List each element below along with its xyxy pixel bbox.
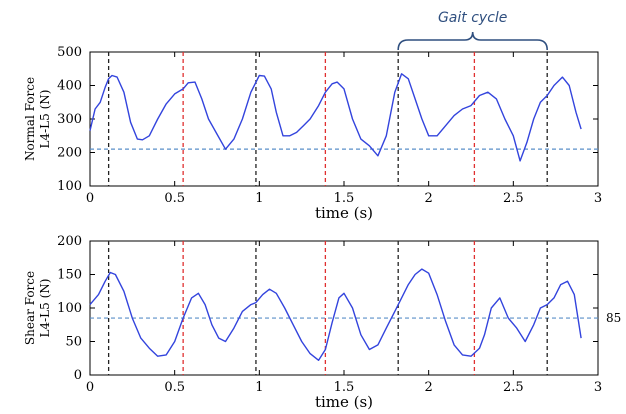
shear-y-tick-label: 150 — [57, 268, 82, 283]
normal-y-tick-label: 400 — [57, 79, 82, 94]
shear-force-series-line — [89, 268, 582, 361]
normal-x-tick-label: 2.5 — [503, 191, 524, 206]
normal-y-tick-label: 200 — [57, 146, 82, 161]
shear-x-tick-label: 0.5 — [164, 380, 185, 395]
shear-threshold-label: 85 — [606, 311, 621, 325]
normal-y-tick-label: 300 — [57, 112, 82, 127]
shear-x-tick-label: 3 — [594, 380, 602, 395]
normal-x-tick-label: 0 — [86, 191, 94, 206]
normal-x-tick-label: 3 — [594, 191, 602, 206]
normal-y-tick-label: 100 — [57, 179, 82, 194]
normal-y-axis-label: Normal Force — [23, 77, 37, 161]
shear-x-tick-label: 2.5 — [503, 380, 524, 395]
normal-plot-frame — [89, 51, 599, 187]
shear-x-tick-label: 0 — [86, 380, 94, 395]
gait-cycle-annotation: Gait cycle — [397, 10, 548, 51]
normal-y-tick-label: 500 — [57, 45, 82, 60]
normal-x-tick-label: 1.5 — [334, 191, 355, 206]
normal-x-axis-label: time (s) — [315, 204, 373, 222]
shear-y-tick-label: 50 — [65, 335, 82, 350]
shear-x-axis-label: time (s) — [315, 393, 373, 411]
gait-cycle-brace — [397, 31, 548, 51]
shear-x-tick-label: 1 — [255, 380, 263, 395]
normal-y-axis-label: L4-L5 (N) — [38, 90, 52, 149]
shear-x-tick-label: 1.5 — [334, 380, 355, 395]
shear-x-tick-label: 2 — [425, 380, 433, 395]
normal-force-panel: 0 0.5 1 1.5 2 2.5 3 100 200 300 400 500 time (s) Norm… — [23, 45, 602, 222]
normal-force-series-line — [89, 73, 582, 162]
gait-cycle-label: Gait cycle — [438, 10, 507, 26]
shear-y-axis-label: Shear Force — [23, 271, 37, 345]
shear-y-tick-label: 200 — [57, 234, 82, 249]
normal-x-tick-label: 2 — [425, 191, 433, 206]
shear-force-panel: 0 0.5 1 1.5 2 2.5 3 0 50 100 150 200 time (s) Shear F… — [23, 234, 621, 411]
normal-x-tick-label: 0.5 — [164, 191, 185, 206]
shear-y-axis-label: L4-L5 (N) — [38, 279, 52, 338]
shear-y-tick-label: 0 — [74, 368, 82, 383]
normal-x-tick-label: 1 — [255, 191, 263, 206]
shear-y-tick-label: 100 — [57, 301, 82, 316]
